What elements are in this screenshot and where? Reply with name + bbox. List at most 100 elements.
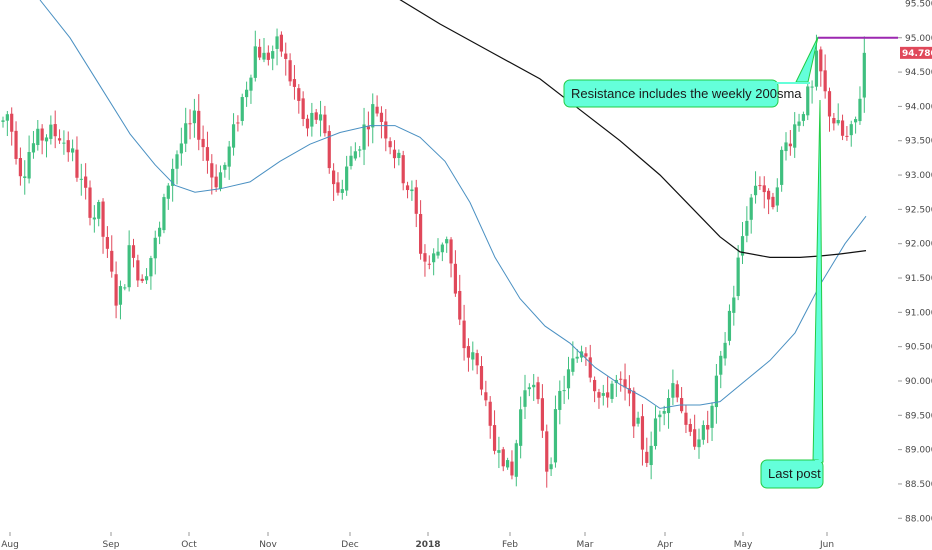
callout-pointer-last-post — [812, 99, 824, 463]
candle — [845, 126, 849, 141]
candle — [636, 411, 640, 427]
candle-body — [53, 124, 57, 137]
candle-body — [197, 110, 201, 140]
candle-body — [179, 143, 183, 154]
candle — [479, 356, 484, 396]
candle-body — [767, 190, 771, 200]
x-tick-label: Feb — [502, 540, 518, 550]
x-tick-label: Sep — [103, 540, 120, 550]
candle — [88, 180, 92, 226]
candle — [44, 134, 49, 158]
candle-body — [131, 245, 136, 258]
x-tick-label: Dec — [341, 540, 358, 550]
candle — [558, 380, 562, 425]
callout-last-post — [760, 459, 824, 489]
candle — [492, 410, 497, 455]
candle-body — [432, 253, 436, 263]
candle-body — [449, 239, 453, 264]
candle-body — [701, 425, 705, 440]
candle-body — [566, 369, 571, 389]
candle — [340, 179, 344, 200]
candle — [588, 344, 592, 383]
candle — [314, 108, 318, 125]
candle — [144, 268, 149, 285]
candle — [562, 375, 566, 405]
candle-body — [462, 320, 466, 349]
candle — [762, 176, 766, 209]
candle-body — [719, 355, 723, 375]
candle-body — [484, 392, 488, 401]
candle-body — [101, 201, 105, 237]
candle-body — [5, 114, 9, 121]
candle — [758, 176, 762, 190]
candle-body — [118, 286, 123, 305]
candle — [332, 163, 336, 201]
candle — [205, 131, 210, 174]
candle-body — [419, 214, 423, 254]
candle — [40, 124, 44, 155]
candle-body — [227, 146, 231, 167]
candle — [310, 102, 314, 137]
candle-body — [506, 460, 510, 468]
candle — [780, 146, 784, 192]
candle — [305, 114, 310, 137]
candle-body — [545, 431, 549, 472]
candle — [392, 140, 397, 169]
candle — [23, 160, 27, 195]
y-tick-label: 90.000 — [905, 377, 932, 387]
candle — [449, 237, 453, 278]
x-tick-label: 2018 — [415, 540, 440, 550]
candle-body — [736, 257, 740, 297]
candle — [506, 457, 510, 470]
candle-body — [684, 412, 688, 425]
candle — [110, 235, 114, 278]
candle-body — [571, 358, 575, 372]
candle — [114, 261, 118, 319]
candle-body — [819, 49, 823, 72]
candle-body — [627, 388, 631, 394]
moving-averages-group — [39, 0, 867, 409]
candle — [105, 226, 109, 258]
candle — [184, 107, 188, 153]
candle-body — [832, 117, 836, 124]
candle-body — [540, 398, 544, 431]
candle-body — [836, 120, 840, 124]
candle-body — [114, 274, 118, 306]
candle-body — [62, 142, 66, 144]
candle-body — [536, 382, 540, 400]
candle — [632, 387, 636, 439]
candle-body — [675, 384, 679, 398]
candle-body — [510, 461, 514, 476]
y-tick-label: 90.500 — [905, 343, 932, 353]
candle — [231, 113, 236, 156]
x-tick-label: Apr — [657, 540, 673, 550]
candle — [701, 420, 705, 445]
candle — [436, 238, 440, 259]
candle-body — [301, 98, 305, 120]
candle — [362, 107, 366, 166]
candle — [249, 74, 253, 104]
candle-body — [479, 366, 484, 390]
candle-body — [175, 154, 179, 169]
candle-body — [558, 390, 562, 410]
candle-body — [23, 176, 27, 178]
candle-body — [658, 414, 662, 418]
candle-body — [249, 77, 253, 91]
candle-body — [318, 114, 323, 121]
candle-body — [758, 185, 762, 187]
candle — [753, 171, 758, 204]
candle — [801, 111, 805, 127]
candle-body — [501, 449, 505, 467]
candle — [832, 112, 836, 131]
candle-body — [384, 121, 388, 139]
candle-body — [292, 79, 297, 87]
y-tick-label: 88.500 — [905, 480, 932, 490]
candle — [118, 280, 123, 320]
last-price-tag — [900, 46, 932, 59]
candle-body — [453, 263, 457, 294]
candle-body — [784, 142, 788, 152]
candle — [675, 380, 679, 403]
candle — [197, 94, 201, 151]
candle-body — [436, 251, 440, 256]
